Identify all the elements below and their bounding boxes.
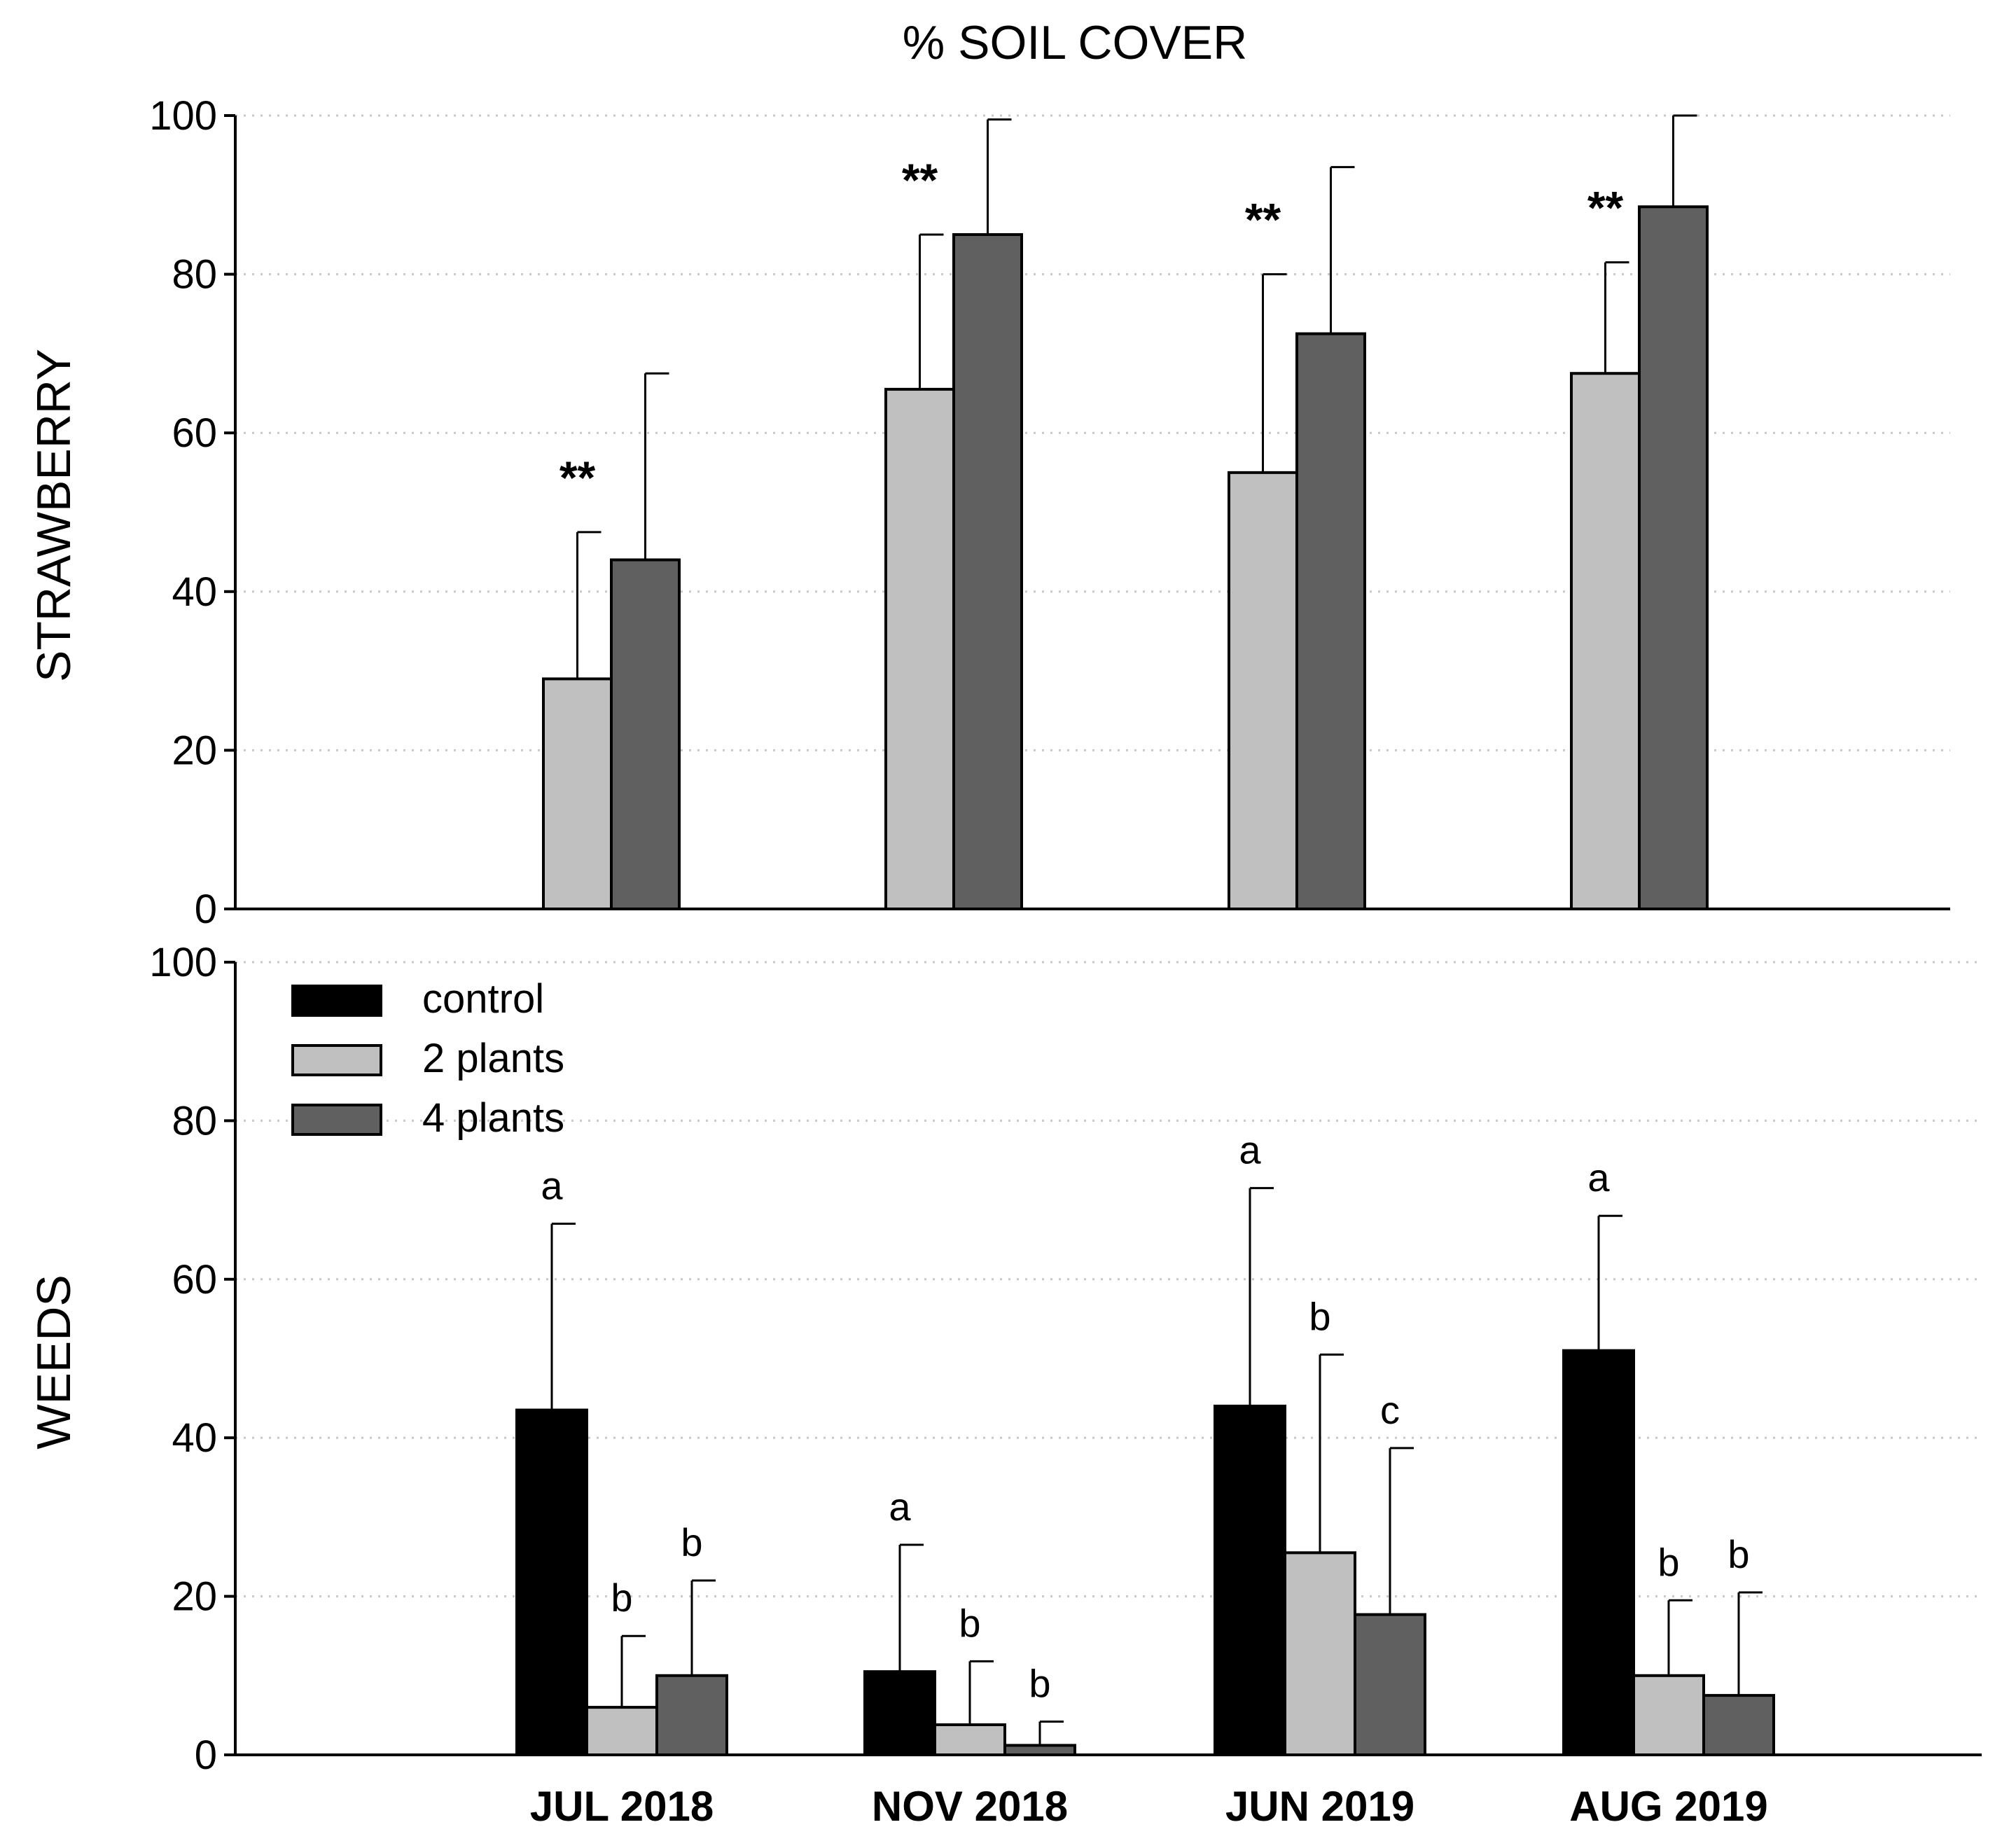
legend: control 2 plants 4 plants: [291, 976, 564, 1141]
y-tick-label: 60: [172, 410, 217, 456]
significance-letter: b: [1029, 1661, 1050, 1705]
bar-2-plants-jun-2019: [1228, 471, 1298, 910]
significance-letter: b: [1657, 1540, 1679, 1584]
y-tick-label: 100: [149, 93, 217, 139]
bar-control-jun-2019: [1214, 1404, 1286, 1757]
bar-2-plants-nov-2018: [884, 387, 955, 910]
bar-2-plants-aug-2019: [1570, 372, 1641, 910]
legend-swatch-4-plants: [291, 1104, 382, 1136]
x-category-label: NOV 2018: [872, 1783, 1068, 1830]
bar-2-plants-nov-2018: [933, 1723, 1006, 1756]
strawberry-axis-label: STRAWBERRY: [27, 349, 81, 682]
weeds-panel: 0 20 40 60 80 100 a a a a b b b b b b c b: [149, 940, 1982, 1778]
significance-letter: b: [681, 1520, 702, 1564]
y-tick-label: 40: [172, 569, 217, 615]
bar-4-plants-jul-2018: [655, 1674, 728, 1757]
y-tick-label: 80: [172, 252, 217, 298]
legend-label-4-plants: 4 plants: [422, 1095, 564, 1141]
x-category-label: AUG 2019: [1569, 1783, 1767, 1830]
significance-letter: a: [541, 1164, 563, 1208]
bar-4-plants-nov-2018: [1003, 1744, 1076, 1757]
y-tick-label: 80: [172, 1098, 217, 1144]
bar-4-plants-nov-2018: [952, 232, 1023, 910]
bar-control-jul-2018: [515, 1408, 588, 1756]
y-tick-label: 20: [172, 1574, 217, 1620]
bar-4-plants-jul-2018: [610, 558, 681, 910]
bar-2-plants-jul-2018: [585, 1706, 658, 1757]
significance-letter: b: [1309, 1294, 1330, 1338]
legend-label-control: control: [422, 976, 544, 1022]
weeds-axis-label: WEEDS: [27, 1274, 81, 1449]
y-tick-label: 20: [172, 728, 217, 773]
significance-letter: a: [1587, 1155, 1610, 1200]
bar-2-plants-jul-2018: [542, 677, 613, 910]
significance-marker: **: [1587, 182, 1624, 234]
y-tick-label: 0: [195, 1732, 217, 1778]
bar-2-plants-jun-2019: [1284, 1551, 1356, 1757]
significance-marker: **: [559, 452, 596, 503]
y-tick-label: 0: [195, 887, 217, 932]
bar-4-plants-aug-2019: [1638, 205, 1709, 911]
legend-swatch-control: [291, 985, 382, 1017]
chart-title: % SOIL COVER: [903, 16, 1248, 69]
y-tick-label: 100: [149, 940, 217, 985]
legend-label-2-plants: 2 plants: [422, 1036, 564, 1081]
bar-4-plants-jun-2019: [1295, 332, 1366, 910]
significance-marker: **: [902, 154, 938, 206]
significance-letter: a: [889, 1485, 911, 1529]
x-category-labels: JUL 2018 NOV 2018 JUN 2019 AUG 2019: [530, 1783, 1768, 1830]
x-category-label: JUN 2019: [1225, 1783, 1414, 1830]
bar-control-nov-2018: [863, 1670, 936, 1756]
bar-4-plants-jun-2019: [1354, 1613, 1426, 1756]
significance-marker: **: [1245, 194, 1281, 246]
significance-letter: a: [1239, 1128, 1261, 1172]
strawberry-panel: 0 20 40 60 80 100 ** ** ** **: [149, 93, 1950, 932]
bar-control-aug-2019: [1562, 1349, 1635, 1757]
bar-4-plants-aug-2019: [1702, 1694, 1775, 1757]
legend-swatch-2-plants: [291, 1044, 382, 1076]
x-category-label: JUL 2018: [530, 1783, 714, 1830]
y-tick-label: 60: [172, 1257, 217, 1302]
significance-letter: b: [611, 1576, 632, 1620]
significance-letter: b: [1727, 1532, 1749, 1576]
y-tick-label: 40: [172, 1415, 217, 1461]
significance-letter: c: [1380, 1388, 1400, 1432]
significance-letter: b: [959, 1601, 980, 1645]
bar-2-plants-aug-2019: [1632, 1674, 1705, 1757]
